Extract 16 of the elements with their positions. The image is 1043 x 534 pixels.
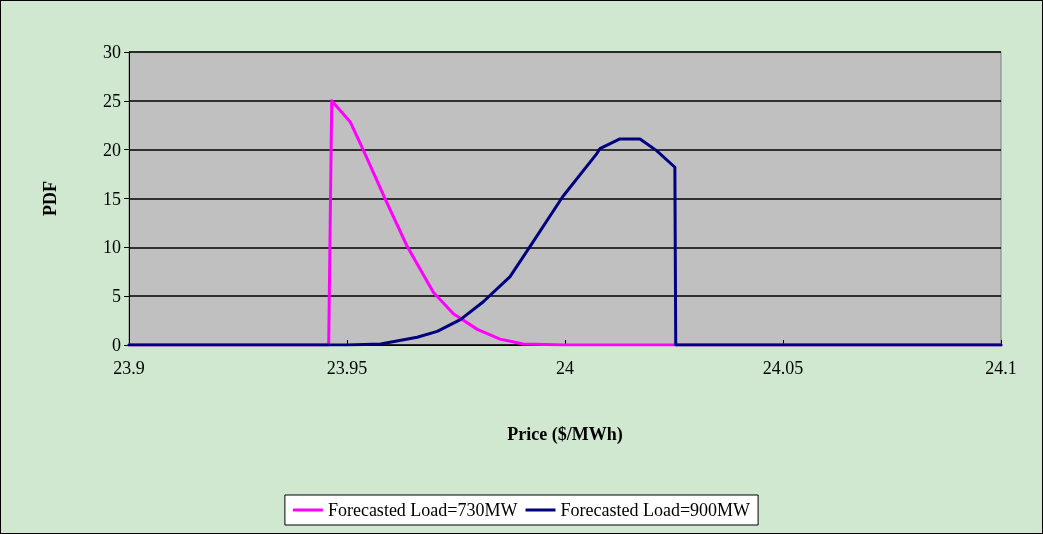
- y-tick-label: 20: [103, 139, 121, 160]
- y-tick-label: 10: [103, 237, 121, 258]
- y-tick-label: 30: [103, 42, 121, 62]
- x-tick-label: 24.1: [985, 358, 1017, 378]
- y-tick-label: 25: [103, 90, 121, 111]
- x-tick-label: 24.05: [762, 358, 804, 378]
- x-tick-label: 23.9: [113, 358, 145, 378]
- y-tick-label: 0: [112, 335, 121, 355]
- y-tick-label: 15: [103, 188, 121, 209]
- legend-label: Forecasted Load=730MW: [327, 500, 518, 520]
- x-axis-title: Price ($/MWh): [507, 424, 623, 445]
- x-tick-label: 24: [556, 358, 574, 378]
- x-tick-label: 23.95: [326, 358, 368, 378]
- legend-label: Forecasted Load=900MW: [560, 500, 751, 520]
- y-tick-label: 5: [112, 286, 121, 307]
- y-axis-title: PDF: [40, 181, 60, 216]
